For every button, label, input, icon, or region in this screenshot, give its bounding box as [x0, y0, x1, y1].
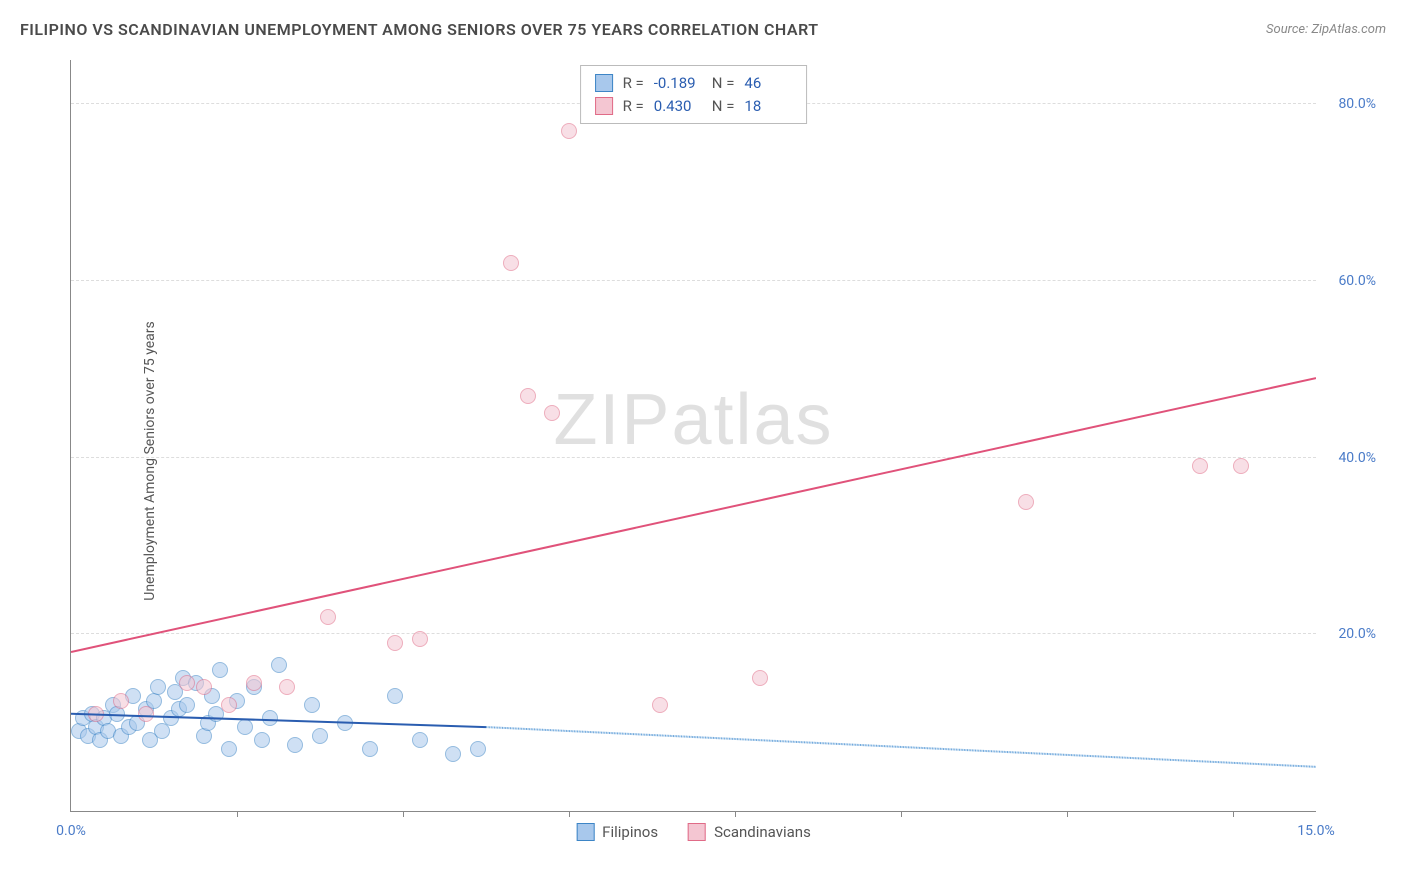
x-tick-label: 15.0% [1297, 823, 1335, 839]
plot-area: ZIPatlas R = -0.189 N = 46 R = 0.430 N =… [70, 60, 1316, 812]
data-point [412, 732, 428, 748]
x-tick-mark [403, 811, 404, 817]
stats-row-filipinos: R = -0.189 N = 46 [595, 72, 793, 95]
stat-r-value-filipinos: -0.189 [654, 72, 702, 95]
data-point [362, 741, 378, 757]
data-point [246, 675, 262, 691]
stats-row-scandinavians: R = 0.430 N = 18 [595, 95, 793, 118]
swatch-blue-icon [595, 74, 613, 92]
swatch-blue-icon [576, 823, 594, 841]
data-point [412, 631, 428, 647]
data-point [470, 741, 486, 757]
data-point [212, 662, 228, 678]
chart-container: Unemployment Among Seniors over 75 years… [20, 50, 1386, 872]
x-tick-mark [237, 811, 238, 817]
data-point [271, 657, 287, 673]
data-point [88, 706, 104, 722]
data-point [752, 670, 768, 686]
stat-n-label: N = [712, 95, 735, 118]
data-point [150, 679, 166, 695]
data-point [520, 388, 536, 404]
chart-title: FILIPINO VS SCANDINAVIAN UNEMPLOYMENT AM… [20, 20, 819, 39]
legend-label-scandinavians: Scandinavians [714, 823, 811, 841]
swatch-pink-icon [688, 823, 706, 841]
data-point [221, 697, 237, 713]
data-point [221, 741, 237, 757]
x-tick-mark [1233, 811, 1234, 817]
data-point [262, 710, 278, 726]
stat-r-label: R = [623, 95, 644, 118]
legend-item-filipinos: Filipinos [576, 823, 658, 841]
data-point [279, 679, 295, 695]
swatch-pink-icon [595, 97, 613, 115]
data-point [179, 697, 195, 713]
data-point [138, 706, 154, 722]
trendlines-layer [71, 60, 1316, 811]
y-tick-label: 20.0% [1338, 626, 1376, 642]
y-tick-label: 40.0% [1338, 450, 1376, 466]
data-point [320, 609, 336, 625]
trend-line-extension [486, 727, 1316, 767]
legend-item-scandinavians: Scandinavians [688, 823, 811, 841]
data-point [387, 635, 403, 651]
data-point [652, 697, 668, 713]
gridline [71, 280, 1316, 281]
stat-n-value-scandinavians: 18 [744, 95, 792, 118]
legend-label-filipinos: Filipinos [602, 823, 658, 841]
source-attribution: Source: ZipAtlas.com [1266, 22, 1386, 37]
data-point [179, 675, 195, 691]
data-point [337, 715, 353, 731]
data-point [287, 737, 303, 753]
y-tick-label: 80.0% [1338, 96, 1376, 112]
data-point [561, 123, 577, 139]
y-tick-label: 60.0% [1338, 273, 1376, 289]
data-point [387, 688, 403, 704]
x-tick-mark [901, 811, 902, 817]
watermark: ZIPatlas [553, 379, 833, 461]
bottom-legend: Filipinos Scandinavians [576, 823, 811, 841]
x-tick-mark [1067, 811, 1068, 817]
data-point [1233, 458, 1249, 474]
data-point [503, 255, 519, 271]
data-point [254, 732, 270, 748]
watermark-zip: ZIP [553, 380, 671, 460]
data-point [312, 728, 328, 744]
x-tick-mark [569, 811, 570, 817]
gridline [71, 457, 1316, 458]
trend-line [71, 378, 1316, 652]
watermark-atlas: atlas [671, 380, 833, 460]
data-point [237, 719, 253, 735]
data-point [1018, 494, 1034, 510]
x-tick-label: 0.0% [56, 823, 86, 839]
data-point [113, 693, 129, 709]
gridline [71, 633, 1316, 634]
stat-r-value-scandinavians: 0.430 [654, 95, 702, 118]
x-tick-mark [735, 811, 736, 817]
source-link[interactable]: ZipAtlas.com [1311, 22, 1386, 37]
data-point [304, 697, 320, 713]
stat-n-value-filipinos: 46 [744, 72, 792, 95]
stats-legend-box: R = -0.189 N = 46 R = 0.430 N = 18 [580, 65, 808, 124]
data-point [1192, 458, 1208, 474]
stat-r-label: R = [623, 72, 644, 95]
chart-header: FILIPINO VS SCANDINAVIAN UNEMPLOYMENT AM… [20, 20, 1386, 39]
data-point [196, 679, 212, 695]
source-label: Source: [1266, 22, 1308, 37]
stat-n-label: N = [712, 72, 735, 95]
data-point [544, 405, 560, 421]
data-point [445, 746, 461, 762]
